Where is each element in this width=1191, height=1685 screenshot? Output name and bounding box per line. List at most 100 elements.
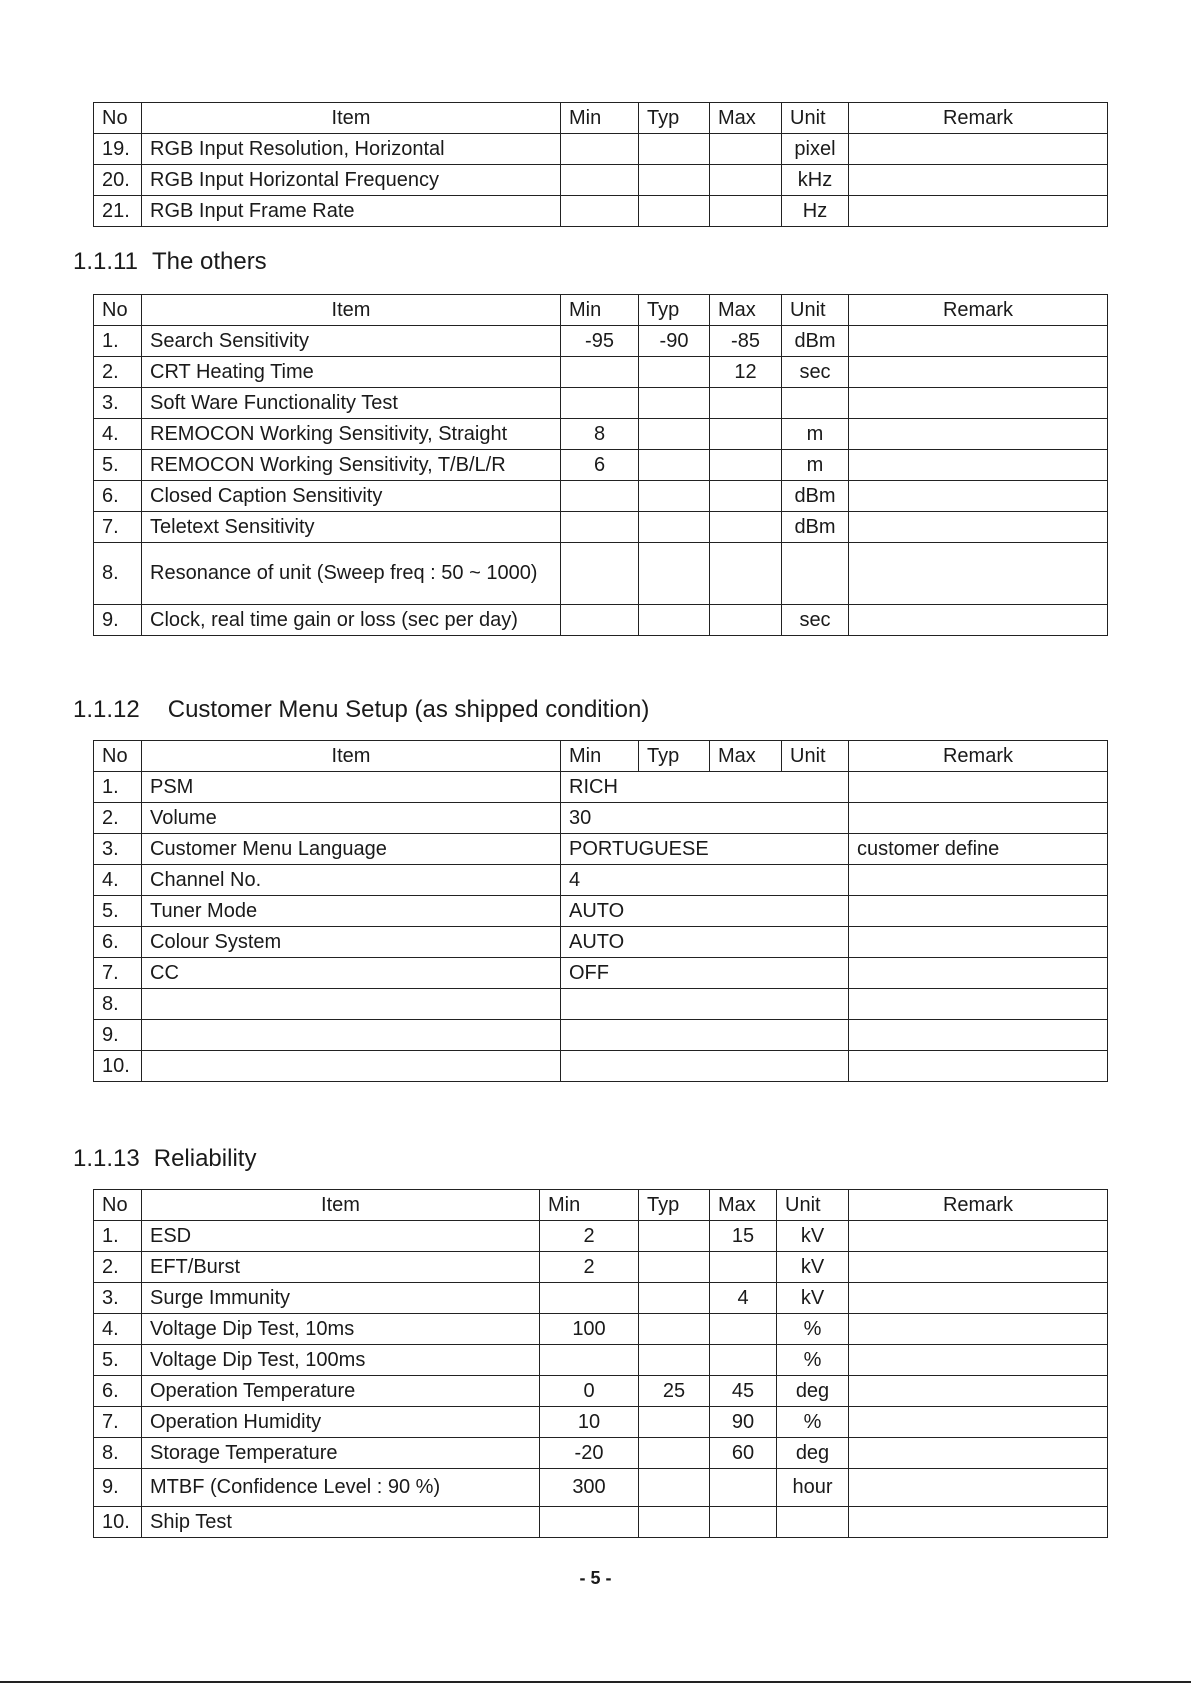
cell-unit: % bbox=[776, 1344, 849, 1376]
cell-item: Resonance of unit (Sweep freq : 50 ~ 100… bbox=[141, 542, 561, 605]
cell-remark bbox=[848, 195, 1108, 227]
cell-remark bbox=[848, 1251, 1108, 1283]
cell-item: Closed Caption Sensitivity bbox=[141, 480, 561, 512]
cell-item: REMOCON Working Sensitivity, T/B/L/R bbox=[141, 449, 561, 481]
cell-max bbox=[709, 511, 782, 543]
cell-remark bbox=[848, 449, 1108, 481]
table-row: 2. CRT Heating Time 12 sec bbox=[93, 356, 1108, 388]
header-no: No bbox=[93, 102, 142, 134]
cell-no: 9. bbox=[93, 1468, 142, 1507]
cell-no: 2. bbox=[93, 1251, 142, 1283]
header-remark: Remark bbox=[848, 740, 1108, 772]
cell-typ bbox=[638, 1406, 710, 1438]
cell-max bbox=[709, 164, 782, 196]
cell-remark bbox=[848, 771, 1108, 803]
header-min: Min bbox=[539, 1189, 639, 1221]
cell-item: MTBF (Confidence Level : 90 %) bbox=[141, 1468, 540, 1507]
cell-item: Colour System bbox=[141, 926, 561, 958]
section-heading-others: 1.1.11 The others bbox=[73, 248, 267, 276]
cell-value: PORTUGUESE bbox=[560, 833, 849, 865]
header-row: No Item Min Typ Max Unit Remark bbox=[93, 1189, 1108, 1221]
cell-remark: customer define bbox=[848, 833, 1108, 865]
cell-remark bbox=[848, 418, 1108, 450]
cell-max: 15 bbox=[709, 1220, 777, 1252]
cell-min bbox=[560, 195, 639, 227]
cell-no: 8. bbox=[93, 542, 142, 605]
cell-item: Operation Temperature bbox=[141, 1375, 540, 1407]
header-remark: Remark bbox=[848, 294, 1108, 326]
table-row: 3. Surge Immunity 4 kV bbox=[93, 1282, 1108, 1314]
cell-remark bbox=[848, 1220, 1108, 1252]
cell-remark bbox=[848, 864, 1108, 896]
header-typ: Typ bbox=[638, 294, 710, 326]
cell-typ bbox=[638, 133, 710, 165]
table-row: 8. Storage Temperature -20 60 deg bbox=[93, 1437, 1108, 1469]
header-min: Min bbox=[560, 102, 639, 134]
cell-item: Search Sensitivity bbox=[141, 325, 561, 357]
cell-typ bbox=[638, 164, 710, 196]
header-min: Min bbox=[560, 740, 639, 772]
cell-max bbox=[709, 1506, 777, 1538]
cell-no: 4. bbox=[93, 864, 142, 896]
cell-no: 6. bbox=[93, 1375, 142, 1407]
table-row: 2. EFT/Burst 2 kV bbox=[93, 1251, 1108, 1283]
header-unit: Unit bbox=[781, 102, 849, 134]
reliability-table: No Item Min Typ Max Unit Remark 1. ESD 2 15 kV 2. EFT… bbox=[93, 1189, 1108, 1538]
cell-item: Volume bbox=[141, 802, 561, 834]
cell-remark bbox=[848, 542, 1108, 605]
cell-min bbox=[539, 1506, 639, 1538]
cell-value bbox=[560, 988, 849, 1020]
cell-remark bbox=[848, 511, 1108, 543]
cell-item: REMOCON Working Sensitivity, Straight bbox=[141, 418, 561, 450]
page-bottom-rule bbox=[0, 1681, 1191, 1683]
cell-min: -20 bbox=[539, 1437, 639, 1469]
cell-max: 60 bbox=[709, 1437, 777, 1469]
section-title: The others bbox=[151, 248, 267, 275]
header-item: Item bbox=[141, 1189, 540, 1221]
cell-remark bbox=[848, 1344, 1108, 1376]
cell-min: -95 bbox=[560, 325, 639, 357]
table-row: 8. Resonance of unit (Sweep freq : 50 ~ 1… bbox=[93, 542, 1108, 605]
table-row: 4. Voltage Dip Test, 10ms 100% bbox=[93, 1313, 1108, 1345]
cell-min: 6 bbox=[560, 449, 639, 481]
table-row: 3. Customer Menu Language PORTUGUESE custom… bbox=[93, 833, 1108, 865]
cell-typ bbox=[638, 1437, 710, 1469]
header-remark: Remark bbox=[848, 1189, 1108, 1221]
cell-remark bbox=[848, 1282, 1108, 1314]
cell-min bbox=[539, 1282, 639, 1314]
cell-item bbox=[141, 1050, 561, 1082]
cell-item: Customer Menu Language bbox=[141, 833, 561, 865]
cell-no: 9. bbox=[93, 1019, 142, 1051]
table-row: 6. Colour System AUTO bbox=[93, 926, 1108, 958]
table-row: 8. bbox=[93, 988, 1108, 1020]
cell-min bbox=[560, 356, 639, 388]
cell-unit bbox=[776, 1506, 849, 1538]
cell-no: 21. bbox=[93, 195, 142, 227]
cell-no: 10. bbox=[93, 1506, 142, 1538]
cell-remark bbox=[848, 480, 1108, 512]
table-row: 5. REMOCON Working Sensitivity, T/B/L/R 6 m bbox=[93, 449, 1108, 481]
cell-value: OFF bbox=[560, 957, 849, 989]
table-row: 6. Closed Caption Sensitivity dBm bbox=[93, 480, 1108, 512]
table-row: 20. RGB Input Horizontal Frequency kHz bbox=[93, 164, 1108, 196]
cell-item: CRT Heating Time bbox=[141, 356, 561, 388]
cell-item bbox=[141, 1019, 561, 1051]
section-title: Customer Menu Setup (as shipped conditio… bbox=[167, 696, 650, 723]
cell-value: AUTO bbox=[560, 895, 849, 927]
cell-max bbox=[709, 449, 782, 481]
cell-item: Ship Test bbox=[141, 1506, 540, 1538]
header-max: Max bbox=[709, 740, 782, 772]
cell-remark bbox=[848, 356, 1108, 388]
table-row: 19. RGB Input Resolution, Horizontal pixel bbox=[93, 133, 1108, 165]
cell-min bbox=[560, 604, 639, 636]
cell-min bbox=[560, 542, 639, 605]
cell-typ bbox=[638, 542, 710, 605]
cell-item: RGB Input Frame Rate bbox=[141, 195, 561, 227]
cell-typ bbox=[638, 356, 710, 388]
cell-min: 10 bbox=[539, 1406, 639, 1438]
cell-unit: kV bbox=[776, 1251, 849, 1283]
cell-unit: m bbox=[781, 418, 849, 450]
cell-value: RICH bbox=[560, 771, 849, 803]
header-row: No Item Min Typ Max Unit Remark bbox=[93, 294, 1108, 326]
cell-remark bbox=[848, 1375, 1108, 1407]
